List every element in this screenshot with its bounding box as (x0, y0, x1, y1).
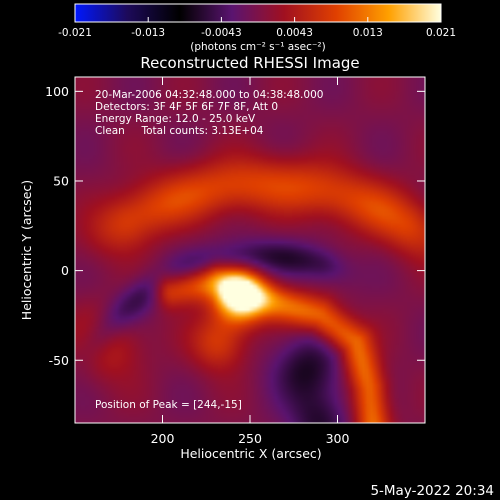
footer-date: 5-May-2022 20:34 (370, 483, 494, 499)
colorbar-tick-marks (74, 17, 442, 22)
colorbar (74, 3, 442, 23)
axis-tick-marks (75, 77, 425, 423)
colorbar-tick-label: 0.013 (353, 27, 383, 39)
y-tick-label: 0 (61, 263, 69, 278)
info-line-energy: Energy Range: 12.0 - 25.0 keV (95, 113, 256, 125)
y-tick-label: 100 (45, 84, 69, 99)
colorbar-units-label: (photons cm⁻² s⁻¹ asec⁻²) (190, 41, 325, 53)
x-axis-label: Heliocentric X (arcsec) (180, 446, 321, 461)
peak-position-label: Position of Peak = [244,-15] (95, 399, 242, 411)
x-tick-label: 300 (326, 431, 350, 446)
colorbar-tick-labels: -0.021 -0.013 -0.0043 0.0043 0.013 0.021 (58, 27, 456, 39)
x-tick-label: 200 (151, 431, 175, 446)
colorbar-tick-label: -0.013 (131, 27, 165, 39)
colorbar-tick-label: -0.021 (58, 27, 92, 39)
colorbar-tick-label: -0.0043 (201, 27, 242, 39)
colorbar-tick-label: 0.0043 (276, 27, 313, 39)
chart-title: Reconstructed RHESSI Image (140, 54, 359, 72)
heatmap-area (75, 77, 425, 423)
x-tick-label: 250 (238, 431, 262, 446)
axis-tick-labels: 200 250 300 -50 0 50 100 (45, 84, 349, 446)
heatmap-image (75, 77, 425, 423)
info-line-clean: Clean Total counts: 3.13E+04 (95, 125, 264, 137)
colorbar-tick-label: 0.021 (426, 27, 456, 39)
info-line-time: 20-Mar-2006 04:32:48.000 to 04:38:48.000 (95, 89, 323, 101)
info-line-detectors: Detectors: 3F 4F 5F 6F 7F 8F, Att 0 (95, 101, 278, 113)
y-axis-label: Heliocentric Y (arcsec) (19, 180, 34, 320)
y-tick-label: 50 (53, 173, 69, 188)
y-tick-label: -50 (49, 353, 69, 368)
